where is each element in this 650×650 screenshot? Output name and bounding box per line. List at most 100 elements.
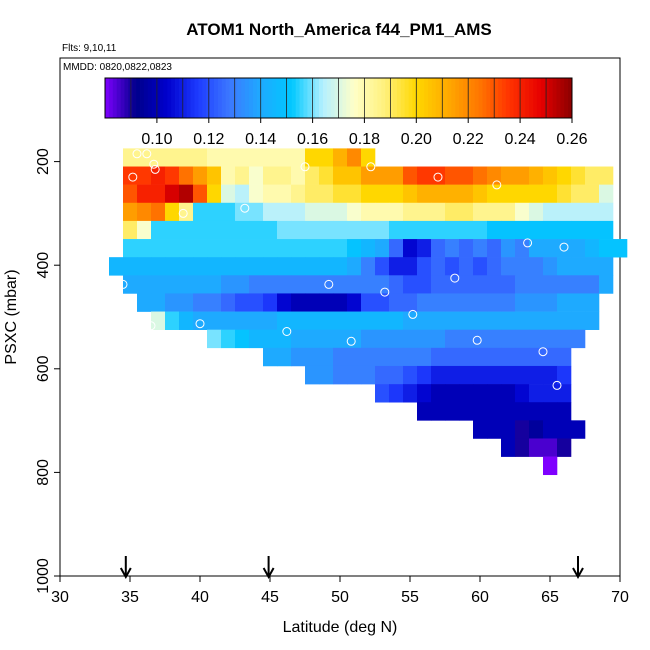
heatmap-cell (361, 148, 376, 167)
heatmap-cell (543, 239, 558, 258)
heatmap-cell (333, 257, 348, 276)
heatmap-cell (207, 202, 222, 222)
heatmap-cell (515, 184, 530, 204)
heatmap-cell (459, 220, 474, 240)
heatmap-cell (389, 257, 404, 276)
colorbar-segment (357, 78, 363, 118)
heatmap-cell (445, 402, 460, 421)
heatmap-cell (445, 384, 460, 403)
colorbar-segment (280, 78, 285, 118)
heatmap-cell (501, 202, 516, 222)
heatmap-cell (151, 257, 166, 276)
heatmap-cell (389, 166, 404, 185)
heatmap-cell (529, 402, 544, 421)
colorbar-segment (202, 78, 207, 118)
heatmap-cell (543, 257, 558, 276)
heatmap-cell (543, 420, 558, 439)
heatmap-cell (515, 347, 530, 367)
heatmap-cell (165, 275, 180, 294)
heatmap-cell (221, 202, 236, 222)
down-arrow-icon (262, 556, 275, 580)
x-axis-label: Latitude (deg N) (283, 619, 398, 636)
heatmap-cell (333, 293, 348, 312)
heatmap-cell (361, 239, 376, 258)
heatmap-cell (347, 257, 362, 276)
heatmap-cell (585, 239, 600, 258)
heatmap-cell (431, 166, 446, 185)
heatmap-cell (361, 202, 376, 222)
heatmap-cell (319, 148, 334, 167)
heatmap-cell (165, 166, 180, 185)
colorbar-segment (447, 78, 452, 118)
heatmap-cell (557, 202, 572, 222)
heatmap-cell (207, 184, 222, 204)
heatmap-cell (487, 293, 502, 312)
colorbar-segment (147, 78, 153, 118)
colorbar-segment (210, 78, 215, 118)
heatmap-cell (375, 347, 390, 367)
heatmap-cell (291, 166, 306, 185)
heatmap-cell (389, 202, 404, 222)
x-tick-label: 70 (611, 589, 629, 606)
heatmap-cell (207, 257, 222, 276)
colorbar-segment (159, 78, 164, 118)
heatmap-cell (361, 347, 376, 367)
heatmap-cell (151, 166, 166, 185)
heatmap-cell (459, 202, 474, 222)
heatmap-cell (487, 329, 502, 349)
colorbar-segment (330, 78, 336, 118)
flight-point (408, 309, 418, 319)
heatmap-cell (221, 257, 236, 276)
heatmap-cell (375, 311, 390, 330)
heatmap-cell (137, 239, 152, 258)
y-tick-label: 200 (35, 148, 52, 175)
heatmap-cell (571, 420, 586, 439)
colorbar-segment (322, 78, 328, 118)
heatmap-cell (487, 275, 502, 294)
heatmap-cell (235, 293, 250, 312)
colorbar-segment (392, 78, 398, 118)
heatmap-cell (501, 275, 516, 294)
heatmap-cell (571, 329, 586, 349)
x-tick-label: 45 (261, 589, 279, 606)
heatmap-cell (277, 275, 292, 294)
colorbar-segment (291, 78, 297, 118)
flight-point (380, 287, 390, 297)
colorbar-segment (482, 78, 487, 118)
heatmap-cell (263, 329, 278, 349)
heatmap-cell (515, 275, 530, 294)
colorbar-segment (377, 78, 382, 118)
heatmap-cell (459, 384, 474, 403)
heatmap-cell (389, 365, 404, 385)
heatmap-cell (501, 220, 516, 240)
heatmap-cell (403, 293, 418, 312)
heatmap-cell (165, 220, 180, 240)
heatmap-cell (543, 438, 558, 457)
heatmap-cell (501, 311, 516, 330)
heatmap-cell (403, 257, 418, 276)
heatmap-cell (403, 220, 418, 240)
heatmap-cell (445, 365, 460, 385)
heatmap-cell (599, 239, 614, 258)
colorbar-tick-label: 0.20 (401, 131, 432, 148)
colorbar-segment (342, 78, 347, 118)
heatmap-cell (501, 293, 516, 312)
heatmap-cell (515, 365, 530, 385)
heatmap-cell (249, 148, 264, 167)
flight-point (523, 238, 533, 248)
heatmap-cell (389, 275, 404, 294)
colorbar-segment (237, 78, 242, 118)
colorbar-tick-label: 0.10 (141, 131, 172, 148)
heatmap-cell (543, 456, 558, 476)
heatmap-cell (291, 257, 306, 276)
colorbar-segment (132, 78, 137, 118)
colorbar-segment (268, 78, 273, 118)
heatmap-cell (543, 384, 558, 403)
colorbar-segment (252, 78, 258, 118)
heatmap-cell (529, 329, 544, 349)
colorbar-segment (556, 78, 561, 118)
heatmap-cell (417, 402, 432, 421)
flight-point (472, 335, 482, 345)
heatmap-cell (571, 166, 586, 185)
colorbar-segment (443, 78, 448, 118)
